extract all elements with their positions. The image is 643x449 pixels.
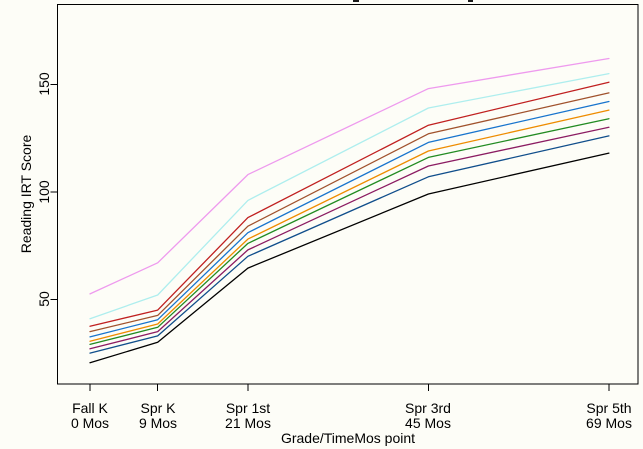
- x-tick-label-line1: Spr 1st: [225, 400, 271, 416]
- series-line-green: [89, 118, 610, 346]
- y-tick-label-100: 100: [36, 180, 52, 204]
- y-tick-label-150: 150: [36, 72, 52, 96]
- series-line-dark-blue: [89, 135, 610, 354]
- x-tick-label-line2: 45 Mos: [405, 414, 451, 431]
- series-line-maroon: [89, 126, 610, 350]
- x-tick-label-fall-k: Fall K 0 Mos: [71, 401, 109, 430]
- x-tick-label-line2: 0 Mos: [70, 414, 110, 431]
- x-tick-label-line2: 9 Mos: [138, 414, 178, 431]
- series-line-brown: [89, 92, 610, 333]
- cropped-title-fragment-2: [468, 0, 473, 2]
- series-line-red: [89, 81, 610, 327]
- x-tick-label-line1: Spr 5th: [586, 400, 632, 416]
- x-tick-label-spr-k: Spr K 9 Mos: [139, 401, 177, 430]
- x-tick-label-line2: 69 Mos: [586, 414, 632, 431]
- x-axis-title: Grade/TimeMos point: [280, 430, 416, 446]
- series-line-pale-cyan: [89, 72, 610, 320]
- x-tick-label-spr-3rd: Spr 3rd 45 Mos: [405, 401, 451, 430]
- x-tick-label-spr-5th: Spr 5th 69 Mos: [586, 401, 632, 430]
- series-line-black: [89, 152, 610, 364]
- x-tick-label-line2: 21 Mos: [225, 414, 271, 431]
- x-tick-label-line1: Spr K: [140, 400, 176, 416]
- x-tick-label-spr-1st: Spr 1st 21 Mos: [225, 401, 271, 430]
- y-tick-label-50: 50: [36, 291, 52, 307]
- x-tick-label-line1: Fall K: [72, 400, 108, 416]
- series-line-pink: [89, 57, 610, 295]
- series-line-blue: [89, 100, 610, 338]
- y-axis-title: Reading IRT Score: [18, 134, 34, 254]
- plot-box: [57, 4, 639, 385]
- x-tick-label-line1: Spr 3rd: [405, 400, 451, 416]
- cropped-title-fragment-1: [353, 0, 359, 2]
- series-line-orange: [89, 109, 610, 342]
